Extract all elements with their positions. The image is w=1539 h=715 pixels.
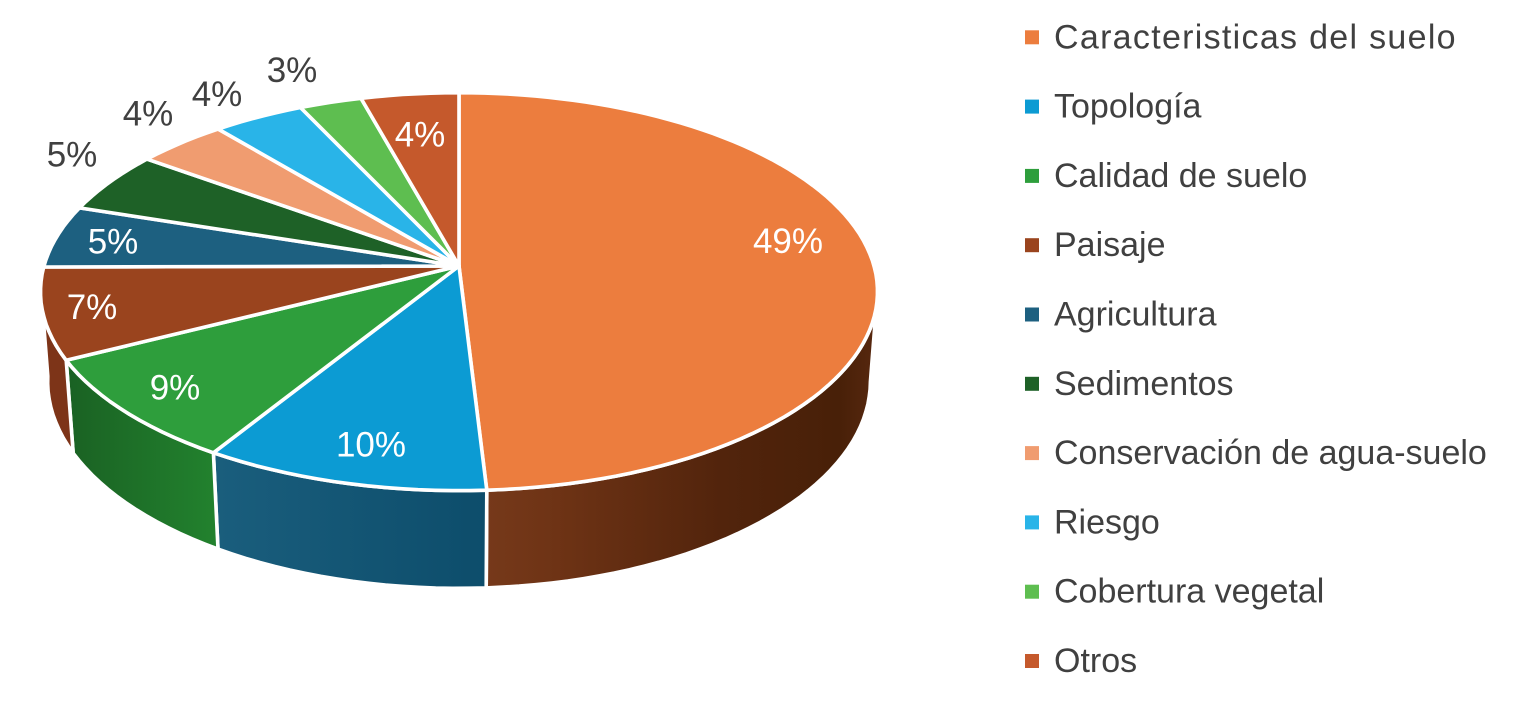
svg-text:4%: 4% — [192, 75, 243, 114]
svg-text:9%: 9% — [150, 369, 201, 408]
svg-text:4%: 4% — [395, 116, 446, 155]
svg-text:Riesgo: Riesgo — [1054, 503, 1160, 541]
svg-text:7%: 7% — [67, 288, 118, 327]
svg-text:10%: 10% — [336, 426, 406, 465]
svg-text:Conservación de agua-suelo: Conservación de agua-suelo — [1054, 434, 1487, 472]
svg-text:4%: 4% — [123, 95, 174, 134]
svg-text:Topología: Topología — [1054, 88, 1202, 126]
svg-text:Caracteristicas del suelo: Caracteristicas del suelo — [1054, 18, 1457, 56]
svg-text:5%: 5% — [88, 223, 139, 262]
svg-text:Sedimentos: Sedimentos — [1054, 365, 1234, 403]
svg-text:Otros: Otros — [1054, 642, 1137, 680]
svg-text:49%: 49% — [753, 222, 823, 261]
svg-text:Cobertura vegetal: Cobertura vegetal — [1054, 573, 1324, 611]
svg-text:Agricultura: Agricultura — [1054, 296, 1217, 334]
svg-text:Paisaje: Paisaje — [1054, 226, 1166, 264]
svg-text:3%: 3% — [267, 51, 318, 90]
svg-text:Calidad de suelo: Calidad de suelo — [1054, 157, 1307, 195]
svg-text:5%: 5% — [47, 136, 98, 175]
